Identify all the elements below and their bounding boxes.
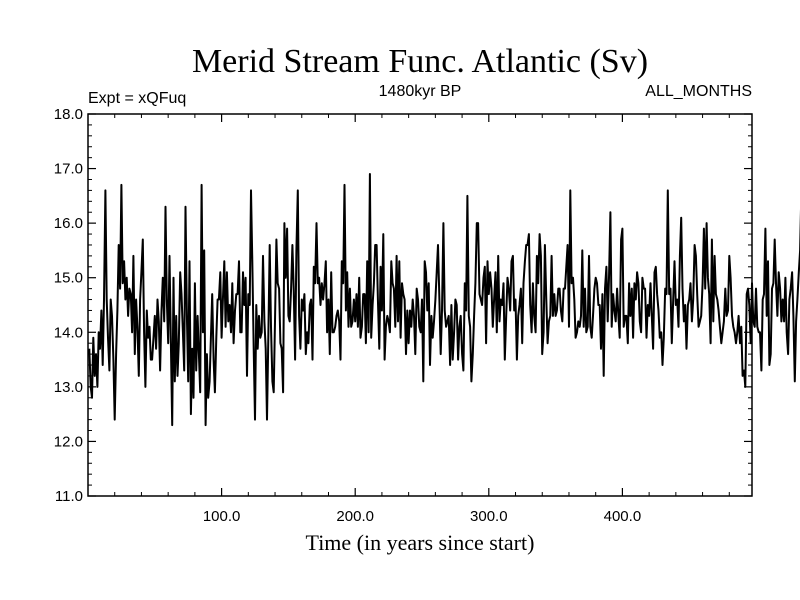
x-tick-label: 400.0 <box>604 508 642 525</box>
y-tick-label: 18.0 <box>54 106 83 123</box>
months-label: ALL_MONTHS <box>645 83 752 100</box>
y-tick-label: 15.0 <box>54 270 83 287</box>
y-axis-ticks: 11.0 12.0 13.0 14.0 15.0 16.0 17.0 18.0 <box>54 106 752 505</box>
experiment-label: Expt = xQFuq <box>88 90 186 107</box>
y-tick-label: 11.0 <box>55 488 83 505</box>
x-tick-label: 200.0 <box>336 508 374 525</box>
y-tick-label: 13.0 <box>54 379 83 396</box>
y-tick-label: 17.0 <box>54 161 83 178</box>
y-tick-label: 12.0 <box>54 433 83 450</box>
chart-subtitle: 1480kyr BP <box>379 83 462 100</box>
x-tick-label: 300.0 <box>470 508 508 525</box>
series-line <box>88 173 800 427</box>
plot-frame <box>87 113 753 497</box>
x-axis-label: Time (in years since start) <box>306 530 535 555</box>
y-tick-label: 14.0 <box>54 324 83 341</box>
y-tick-label: 16.0 <box>54 215 83 232</box>
chart-title: Merid Stream Func. Atlantic (Sv) <box>192 43 648 80</box>
x-tick-label: 100.0 <box>203 508 241 525</box>
x-axis-ticks: 100.0 200.0 300.0 400.0 <box>114 114 730 525</box>
